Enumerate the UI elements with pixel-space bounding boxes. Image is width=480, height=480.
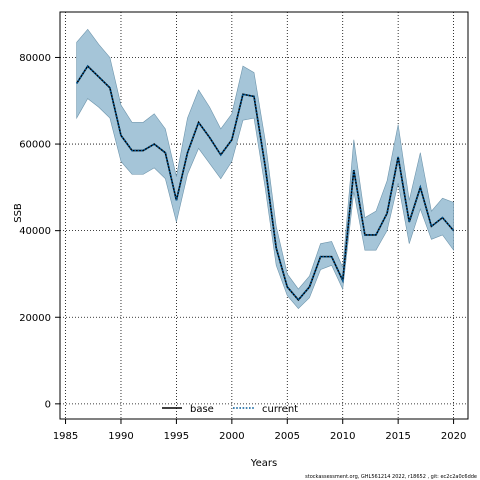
x-tick-label: 2020 (441, 431, 466, 442)
plot-frame (59, 11, 469, 420)
legend-label-current: current (262, 404, 298, 415)
series-line-current (75, 64, 455, 302)
legend: base current (162, 404, 298, 415)
x-axis: 1985 1990 1995 2000 2005 2010 2015 2020 (53, 419, 466, 442)
x-tick-label: 2000 (219, 431, 244, 442)
legend-label-base: base (190, 404, 214, 415)
y-tick-label: 60000 (19, 140, 51, 151)
y-axis: 0 20000 40000 60000 80000 (19, 53, 60, 410)
y-tick-label: 80000 (19, 53, 51, 64)
footer-credit: stockassessment.org, GHL561214 2022, r18… (305, 474, 477, 480)
x-tick-label: 1995 (164, 431, 189, 442)
y-tick-label: 40000 (19, 226, 51, 237)
x-tick-label: 2005 (275, 431, 300, 442)
y-tick-label: 20000 (19, 313, 51, 324)
y-tick-label: 0 (45, 399, 51, 410)
grid-lines (60, 12, 468, 419)
x-tick-label: 2010 (330, 431, 355, 442)
y-axis-label: SSB (13, 203, 24, 223)
x-tick-label: 1990 (108, 431, 133, 442)
x-tick-label: 2015 (385, 431, 410, 442)
x-tick-label: 1985 (53, 431, 78, 442)
x-axis-label: Years (250, 458, 277, 469)
